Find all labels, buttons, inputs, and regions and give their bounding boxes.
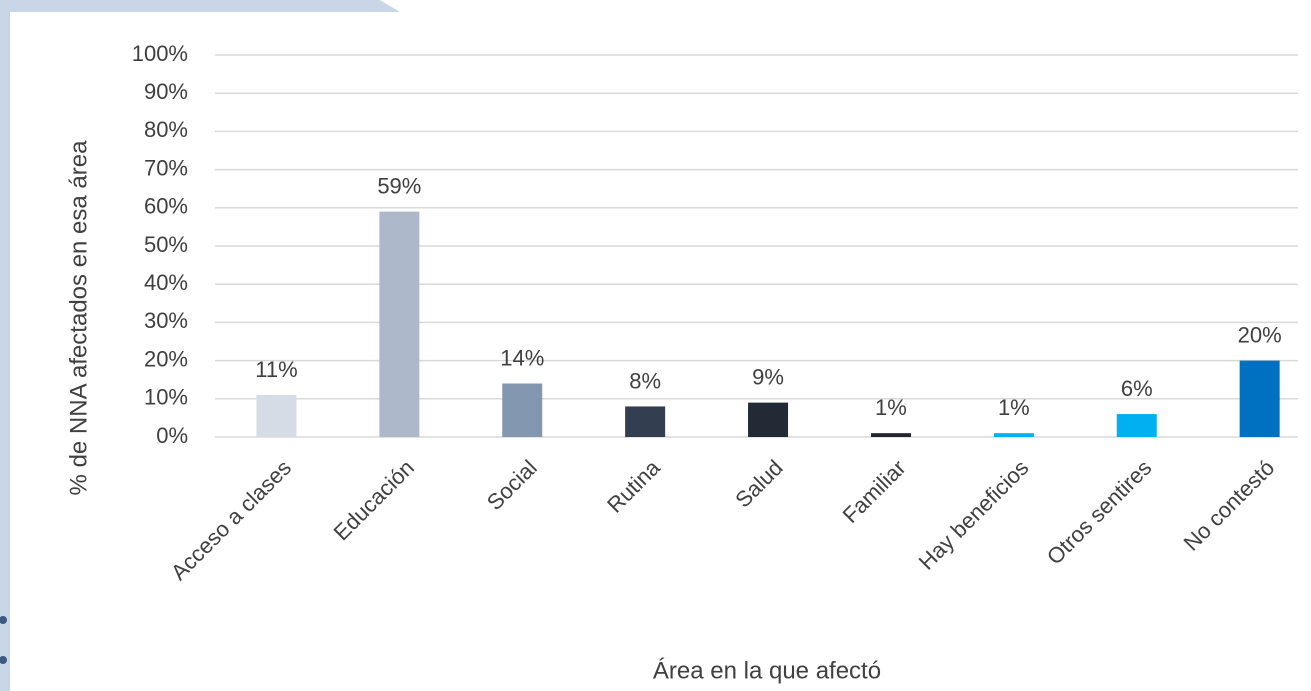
y-tick-label: 0% xyxy=(156,423,188,448)
x-tick-label: Salud xyxy=(730,455,787,512)
bar xyxy=(256,394,297,437)
x-tick-label: Rutina xyxy=(602,454,665,517)
bar xyxy=(1116,414,1157,437)
decor-dot xyxy=(0,616,7,624)
y-tick-label: 100% xyxy=(132,41,188,66)
bar xyxy=(1239,360,1280,437)
x-tick-label: Hay beneficios xyxy=(914,455,1034,575)
y-tick-label: 50% xyxy=(144,232,188,257)
y-axis-title: % de NNA afectados en esa área xyxy=(65,140,92,496)
y-tick-label: 90% xyxy=(144,79,188,104)
value-label: 20% xyxy=(1238,322,1282,347)
value-label: 11% xyxy=(255,357,297,382)
x-axis-title: Área en la que afectó xyxy=(653,657,881,684)
value-label: 1% xyxy=(998,395,1030,420)
y-tick-label: 20% xyxy=(144,346,188,371)
value-label: 14% xyxy=(500,345,544,370)
y-tick-label: 70% xyxy=(144,155,188,180)
bar xyxy=(748,402,789,437)
x-tick-label: Acceso a clases xyxy=(166,455,296,585)
side-strip xyxy=(0,0,10,691)
decor-dot xyxy=(0,656,7,664)
y-tick-label: 40% xyxy=(144,270,188,295)
bar xyxy=(625,406,666,437)
bar xyxy=(379,211,420,437)
x-tick-label: Educación xyxy=(329,455,419,545)
y-tick-label: 80% xyxy=(144,117,188,142)
value-label: 59% xyxy=(377,173,421,198)
bar xyxy=(502,383,543,437)
value-label: 9% xyxy=(752,364,784,389)
x-tick-label: Social xyxy=(482,455,542,515)
value-label: 1% xyxy=(875,395,907,420)
x-tick-label: No contestó xyxy=(1179,455,1280,556)
x-tick-label: Familiar xyxy=(838,455,911,528)
x-tick-label: Otros sentires xyxy=(1042,455,1157,570)
y-tick-label: 60% xyxy=(144,194,188,219)
y-tick-label: 30% xyxy=(144,308,188,333)
y-tick-label: 10% xyxy=(144,385,188,410)
value-label: 8% xyxy=(629,368,661,393)
top-strip xyxy=(0,0,400,12)
value-label: 6% xyxy=(1121,376,1153,401)
bar xyxy=(870,433,911,437)
bar xyxy=(993,433,1034,437)
